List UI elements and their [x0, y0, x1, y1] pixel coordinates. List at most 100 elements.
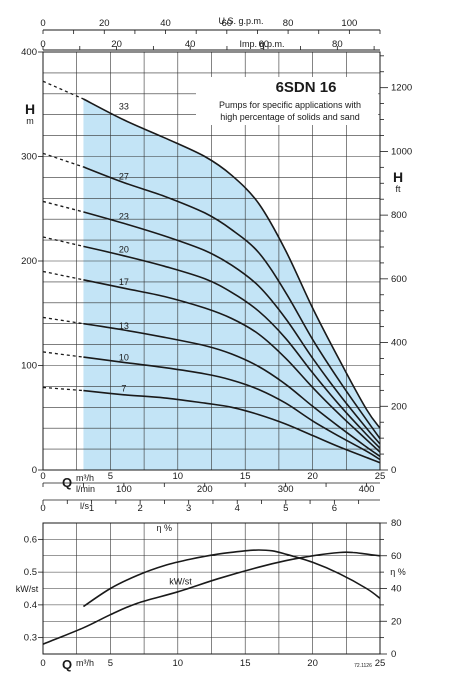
impgpm-tick-label: 0	[40, 39, 45, 50]
series-20-label: 20	[119, 245, 129, 255]
head-ft-tick-label: 1200	[391, 83, 412, 94]
flow-ls-tick-label: 0	[40, 503, 45, 514]
power-curve-label: kW/st	[169, 577, 192, 587]
series-7-curve	[83, 389, 381, 464]
series-17-curve	[83, 279, 381, 453]
series-7-extrapolation	[42, 386, 84, 392]
series-23-curve	[83, 211, 381, 445]
usgpm-tick-label: 80	[283, 18, 294, 29]
series-10-extrapolation	[42, 351, 84, 358]
chart-code: 72.1126	[354, 663, 372, 669]
flow-lmin-tick-label: 100	[116, 484, 132, 495]
chart-subtitle-line: Pumps for specific applications with	[219, 100, 361, 110]
series-27-label: 27	[119, 172, 129, 182]
series-20-curve	[83, 245, 381, 449]
efficiency-tick-label: 0	[391, 649, 396, 660]
series-33-curve	[83, 98, 381, 429]
usgpm-tick-label: 40	[160, 18, 171, 29]
head-m-axis-unit: m	[26, 116, 34, 126]
head-ft-tick-label: 1000	[391, 146, 412, 157]
flow-m3h-unit: m³/h	[76, 473, 94, 483]
head-m-tick-label: 100	[21, 361, 37, 372]
head-ft-tick-label: 600	[391, 274, 407, 285]
head-m-axis-label: H	[25, 101, 35, 117]
series-27-extrapolation	[42, 152, 84, 168]
head-ft-tick-label: 400	[391, 338, 407, 349]
flow-ls-unit: l/s	[80, 501, 90, 511]
efficiency-tick-label: 20	[391, 616, 402, 627]
lower-flow-unit: m³/h	[76, 658, 94, 668]
efficiency-axis-label: η %	[390, 567, 406, 577]
usgpm-tick-label: 20	[99, 18, 110, 29]
flow-ls-tick-label: 3	[186, 503, 191, 514]
series-17-extrapolation	[42, 270, 84, 281]
efficiency-tick-label: 40	[391, 584, 402, 595]
series-7-label: 7	[121, 384, 126, 394]
flow-m3h-tick-label: 20	[307, 471, 318, 482]
series-33-extrapolation	[42, 80, 84, 100]
head-m-tick-label: 200	[21, 256, 37, 267]
impgpm-tick-label: 80	[332, 39, 343, 50]
lower-flow-tick-label: 0	[40, 658, 45, 669]
head-m-tick-label: 400	[21, 47, 37, 58]
operating-range-mask	[83, 52, 381, 429]
series-13-curve	[83, 322, 381, 458]
efficiency-tick-label: 80	[391, 518, 402, 529]
flow-ls-tick-label: 6	[332, 503, 337, 514]
series-17-label: 17	[119, 277, 129, 287]
series-20-extrapolation	[42, 236, 84, 248]
head-ft-tick-label: 200	[391, 401, 407, 412]
flow-m3h-tick-label: 25	[375, 471, 386, 482]
series-23-label: 23	[119, 211, 129, 221]
series-33-label: 33	[119, 102, 129, 112]
usgpm-tick-label: 0	[40, 18, 45, 29]
flow-lmin-tick-label: 400	[359, 484, 375, 495]
efficiency-curve-label: η %	[157, 523, 173, 533]
power-tick-label: 0.6	[24, 534, 37, 545]
impgpm-tick-label: 60	[258, 39, 269, 50]
series-10-curve	[83, 356, 381, 461]
lower-flow-tick-label: 10	[173, 658, 184, 669]
usgpm-tick-label: 60	[222, 18, 233, 29]
flow-m3h-tick-label: 0	[40, 471, 45, 482]
series-13-extrapolation	[42, 316, 84, 325]
usgpm-axis-label: U.S. g.p.m.	[218, 16, 263, 26]
head-ft-axis-label: H	[393, 169, 403, 185]
series-27-curve	[83, 166, 381, 440]
series-23-extrapolation	[42, 200, 84, 213]
impgpm-axis-label: Imp. g.p.m.	[239, 39, 284, 49]
flow-ls-tick-label: 4	[235, 503, 240, 514]
chart-title: 6SDN 16	[276, 79, 337, 96]
head-m-tick-label: 0	[32, 465, 37, 476]
power-axis-label: kW/st	[16, 584, 39, 594]
power-tick-label: 0.3	[24, 633, 37, 644]
chart-subtitle-line: high percentage of solids and sand	[220, 112, 360, 122]
lower-flow-tick-label: 15	[240, 658, 251, 669]
efficiency-curve	[82, 549, 381, 608]
flow-ls-tick-label: 1	[89, 503, 94, 514]
efficiency-tick-label: 60	[391, 551, 402, 562]
lower-flow-tick-label: 25	[375, 658, 386, 669]
flow-m3h-tick-label: 10	[173, 471, 184, 482]
head-m-tick-label: 300	[21, 152, 37, 163]
flow-m3h-tick-label: 5	[108, 471, 113, 482]
title-background	[196, 77, 378, 125]
power-curve	[42, 551, 381, 645]
lower-flow-axis-label: Q	[62, 657, 72, 672]
series-13-label: 13	[119, 321, 129, 331]
impgpm-tick-label: 40	[185, 39, 196, 50]
head-ft-tick-label: 0	[391, 465, 396, 476]
flow-m3h-tick-label: 15	[240, 471, 251, 482]
flow-ls-tick-label: 2	[137, 503, 142, 514]
flow-lmin-tick-label: 200	[197, 484, 213, 495]
lower-flow-tick-label: 20	[307, 658, 318, 669]
flow-axis-label: Q	[62, 475, 72, 490]
power-tick-label: 0.5	[24, 567, 37, 578]
impgpm-tick-label: 20	[111, 39, 122, 50]
head-ft-axis-unit: ft	[395, 184, 401, 194]
power-tick-label: 0.4	[24, 600, 37, 611]
lower-flow-tick-label: 5	[108, 658, 113, 669]
flow-lmin-tick-label: 300	[278, 484, 294, 495]
